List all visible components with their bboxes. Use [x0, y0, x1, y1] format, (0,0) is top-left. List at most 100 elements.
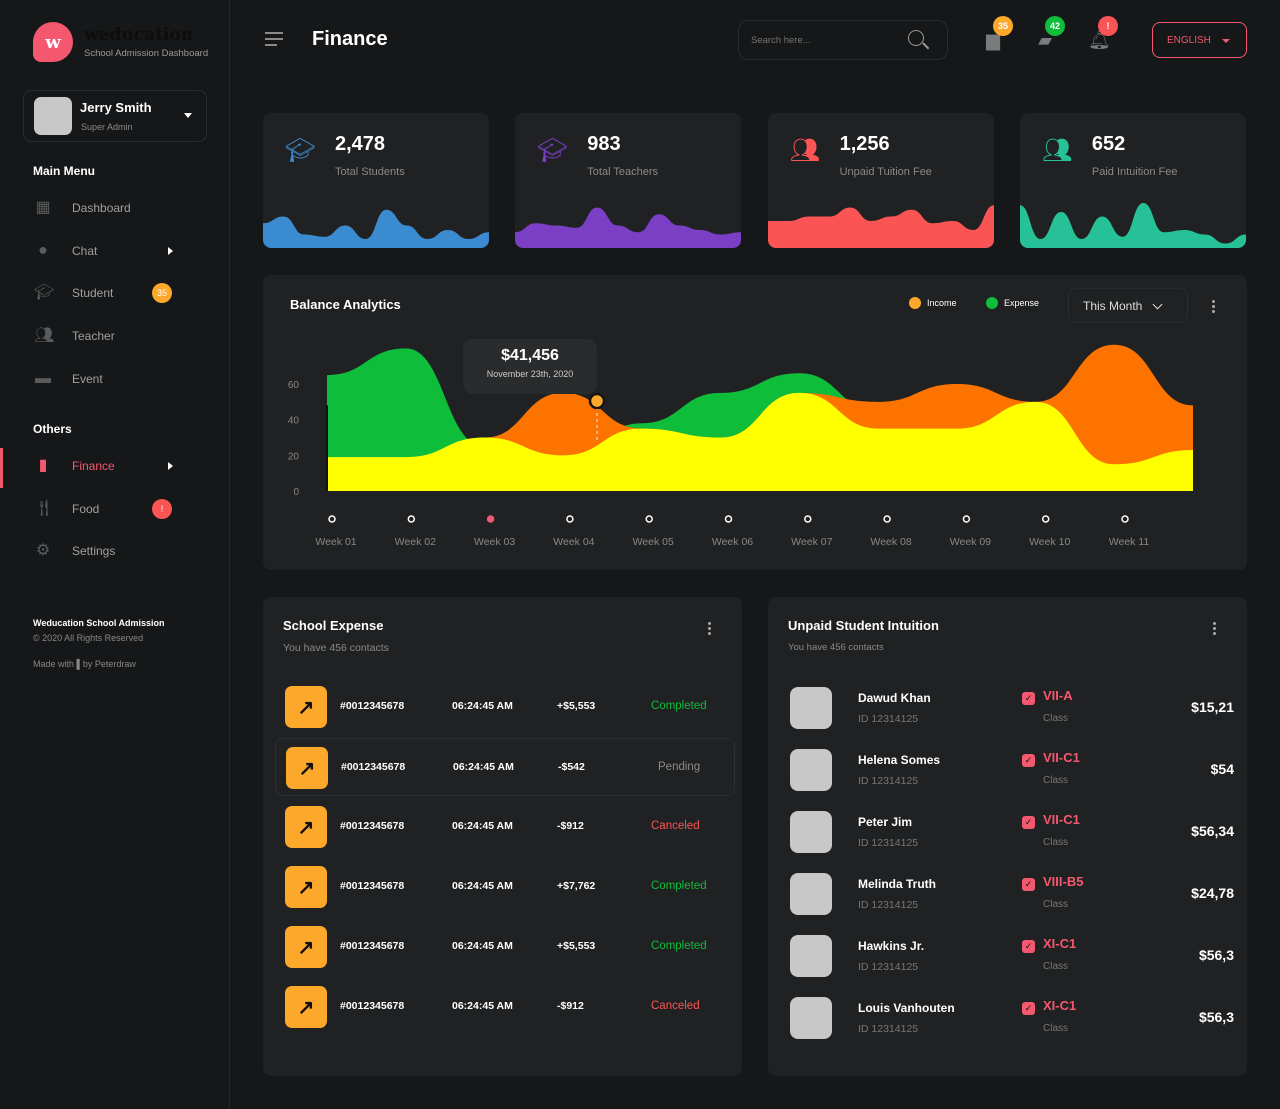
list-item[interactable]: Melinda Truth ID 12314125 ✓ VIII-B5 Class $24… [788, 873, 1234, 933]
graduation-cap-icon: 🎓︎ [537, 137, 568, 164]
list-item[interactable]: Peter Jim ID 12314125 ✓ VII-C1 Class $56,34 [788, 811, 1234, 871]
brand-name: weducation [84, 25, 194, 45]
table-row[interactable]: ↗ #0012345678 06:24:45 AM +$7,762 Completed [275, 858, 735, 916]
table-row[interactable]: ↗ #0012345678 06:24:45 AM +$5,553 Completed [275, 918, 735, 976]
x-tick-label: Week 06 [712, 536, 753, 548]
class-label: Class [1043, 961, 1069, 972]
sidebar-item-dashboard[interactable]: ▦ Dashboard [0, 190, 229, 226]
stat-value: 2,478 [335, 133, 386, 155]
chevron-right-icon [168, 246, 173, 255]
menu-toggle-icon[interactable] [265, 32, 283, 50]
highlight-point[interactable] [588, 392, 606, 410]
transaction-time: 06:24:45 AM [452, 820, 513, 832]
sidebar-item-settings[interactable]: ⚙ Settings [0, 533, 229, 569]
transaction-id: #0012345678 [340, 940, 405, 952]
arrow-up-right-icon: ↗ [285, 866, 327, 908]
sidebar-item-food[interactable]: 🍴︎ Food! [0, 491, 229, 527]
unpaid-title: Unpaid Student Intuition [788, 618, 939, 633]
tooltip-date: November 23th, 2020 [486, 369, 574, 379]
table-row[interactable]: ↗ #0012345678 06:24:45 AM -$912 Canceled [275, 978, 735, 1036]
list-item[interactable]: Helena Somes ID 12314125 ✓ VII-C1 Class $54 [788, 749, 1234, 809]
profile-dropdown[interactable]: Jerry Smith Super Admin [23, 90, 207, 142]
profile-name: Jerry Smith [80, 100, 152, 115]
table-row[interactable]: ↗ #0012345678 06:24:45 AM -$912 Canceled [275, 798, 735, 856]
x-tick-label: Week 01 [315, 536, 356, 548]
arrow-up-right-icon: ↗ [285, 926, 327, 968]
sidebar-item-label: Teacher [72, 329, 115, 344]
week-marker[interactable] [486, 515, 495, 523]
transaction-id: #0012345678 [340, 1000, 405, 1012]
period-dropdown[interactable]: This Month [1068, 288, 1188, 323]
table-row[interactable]: ↗ #0012345678 06:24:45 AM -$542 Pending [275, 738, 735, 796]
transaction-amount: -$912 [557, 1000, 584, 1012]
more-options-icon[interactable] [1213, 622, 1217, 637]
sidebar-item-finance[interactable]: ▮ Finance [0, 448, 229, 488]
legend-expense-label: Expense [1004, 298, 1040, 308]
search-icon[interactable] [908, 30, 924, 46]
week-marker[interactable] [566, 515, 574, 523]
sparkline-area [515, 207, 742, 248]
week-marker[interactable] [645, 515, 653, 523]
language-select[interactable]: ENGLISH [1152, 22, 1247, 58]
class-label: Class [1043, 713, 1069, 724]
sidebar: w weducation School Admission Dashboard … [0, 0, 230, 1109]
class-label: Class [1043, 837, 1069, 848]
chat-icon: ● [38, 241, 48, 259]
footer-made: Made with ▌by Peterdraw [33, 659, 136, 669]
y-tick-label: 20 [288, 451, 300, 462]
status-badge: Completed [651, 940, 707, 952]
week-marker[interactable] [407, 515, 416, 523]
folder-icon[interactable]: ▆ [986, 30, 1000, 50]
sparkline-area [767, 205, 994, 248]
avatar [790, 873, 832, 915]
week-marker[interactable] [962, 515, 971, 523]
status-badge: Canceled [651, 1000, 700, 1012]
week-marker[interactable] [804, 515, 812, 523]
messages-icon[interactable]: ▰ [1038, 30, 1052, 50]
sidebar-item-teacher[interactable]: 👥︎ Teacher [0, 318, 229, 354]
legend-income: Income [909, 297, 957, 309]
notifications-badge: ! [1098, 16, 1118, 36]
more-options-icon[interactable] [708, 622, 712, 637]
chevron-right-icon [168, 462, 173, 470]
student-id: ID 12314125 [858, 713, 919, 725]
arrow-up-right-icon: ↗ [285, 986, 327, 1028]
transaction-id: #0012345678 [340, 880, 405, 892]
sparkline-area [1019, 203, 1246, 248]
more-options-icon[interactable] [1212, 300, 1216, 315]
sidebar-item-label: Student [72, 286, 114, 301]
arrow-up-right-icon: ↗ [285, 686, 327, 728]
table-row[interactable]: ↗ #0012345678 06:24:45 AM +$5,553 Completed [275, 678, 735, 736]
student-class: VII-A [1043, 688, 1073, 703]
week-marker[interactable] [328, 515, 336, 523]
gear-icon: ⚙ [35, 542, 51, 560]
amount: $56,3 [1198, 1009, 1234, 1025]
sidebar-item-chat[interactable]: ● Chat [0, 233, 229, 269]
main-menu-label: Main Menu [33, 164, 95, 178]
legend-expense: Expense [986, 297, 1039, 309]
sidebar-item-label: Finance [72, 459, 115, 473]
transaction-time: 06:24:45 AM [453, 761, 514, 773]
tooltip-value: $41,456 [501, 347, 559, 364]
list-item[interactable]: Hawkins Jr. ID 12314125 ✓ XI-C1 Class $56,3 [788, 935, 1234, 995]
transaction-amount: -$542 [558, 761, 585, 773]
check-icon: ✓ [1022, 816, 1035, 829]
week-marker[interactable] [883, 515, 891, 523]
logo[interactable]: w [33, 22, 73, 62]
week-marker[interactable] [724, 515, 733, 523]
avatar [34, 97, 72, 135]
sidebar-item-event[interactable]: ▬ Event [0, 361, 229, 397]
transaction-amount: +$7,762 [557, 880, 596, 892]
sidebar-item-student[interactable]: 🎓︎ Student 35 [0, 275, 229, 311]
sidebar-item-label: Settings [72, 544, 116, 559]
status-badge: Completed [651, 880, 707, 892]
week-marker[interactable] [1041, 515, 1050, 523]
list-item[interactable]: Dawud Khan ID 12314125 ✓ VII-A Class $15,21 [788, 687, 1234, 747]
users-icon: 👥︎ [789, 137, 821, 164]
status-badge: Completed [651, 700, 707, 712]
student-class: VIII-B5 [1043, 874, 1084, 889]
list-item[interactable]: Louis Vanhouten ID 12314125 ✓ XI-C1 Class $56… [788, 997, 1234, 1057]
week-marker[interactable] [1121, 515, 1129, 523]
check-icon: ✓ [1022, 692, 1035, 705]
x-tick-label: Week 02 [395, 536, 436, 548]
